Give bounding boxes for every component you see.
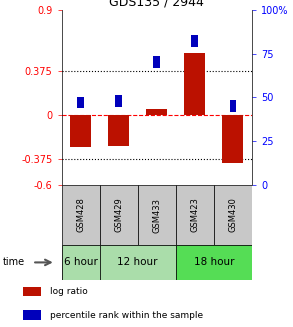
Text: GSM428: GSM428 — [76, 198, 85, 232]
Text: 12 hour: 12 hour — [117, 257, 158, 267]
Text: 6 hour: 6 hour — [64, 257, 98, 267]
Text: log ratio: log ratio — [50, 287, 88, 296]
Bar — [138, 185, 176, 245]
Title: GDS135 / 2944: GDS135 / 2944 — [109, 0, 204, 9]
Text: GSM430: GSM430 — [229, 198, 237, 232]
Bar — [70, 115, 91, 147]
Bar — [23, 310, 41, 320]
Bar — [100, 185, 138, 245]
Text: GSM433: GSM433 — [152, 198, 161, 232]
Bar — [100, 245, 176, 280]
Bar — [153, 57, 160, 68]
Bar — [115, 95, 122, 107]
Bar — [222, 115, 243, 163]
Bar — [62, 185, 100, 245]
Bar — [176, 185, 214, 245]
Bar — [229, 100, 236, 112]
Bar — [214, 185, 252, 245]
Bar — [184, 53, 205, 115]
Text: GSM429: GSM429 — [114, 198, 123, 232]
Bar — [146, 109, 167, 115]
Bar — [77, 97, 84, 108]
Text: percentile rank within the sample: percentile rank within the sample — [50, 311, 203, 320]
Bar — [191, 35, 198, 47]
Text: GSM423: GSM423 — [190, 198, 199, 232]
Text: 18 hour: 18 hour — [194, 257, 234, 267]
Bar — [176, 245, 252, 280]
Text: time: time — [3, 257, 25, 267]
Bar — [23, 287, 41, 296]
Bar — [62, 245, 100, 280]
Bar — [108, 115, 129, 146]
